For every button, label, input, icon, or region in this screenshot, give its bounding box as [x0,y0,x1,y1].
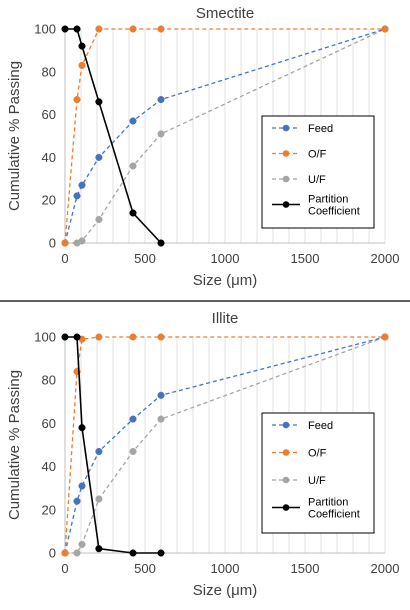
legend-label-uf: U/F [308,174,326,186]
data-point-of [381,25,389,33]
y-tick-label: 100 [34,330,56,345]
data-point-partition [95,98,103,106]
data-point-uf [129,162,137,170]
x-tick-label: 0 [61,251,68,266]
x-tick-label: 1500 [291,251,320,266]
data-point-of [157,25,165,33]
y-tick-label: 20 [42,193,56,208]
y-tick-label: 80 [42,64,56,79]
data-point-feed [129,415,137,423]
data-point-uf [73,549,81,557]
y-tick-label: 100 [34,22,56,37]
data-point-partition [129,549,137,557]
x-axis-label: Size (μm) [193,272,257,289]
y-tick-label: 60 [42,107,56,122]
data-point-of [381,333,389,341]
data-point-of [61,549,69,557]
y-tick-label: 20 [42,502,56,517]
data-point-uf [78,540,86,548]
legend-swatch-marker-of [282,150,290,157]
data-point-uf [95,495,103,503]
legend-label-line: Partition [308,194,348,206]
data-point-uf [78,237,86,245]
data-point-partition [73,25,81,33]
y-tick-label: 60 [42,416,56,431]
legend-swatch-marker-partition [282,201,290,208]
data-point-feed [95,447,103,456]
x-tick-label: 0 [61,561,68,576]
data-point-feed [95,153,103,161]
y-tick-label: 40 [42,150,56,165]
y-tick-label: 0 [49,546,56,561]
legend-label-feed: Feed [308,420,333,432]
data-point-feed [78,181,86,189]
data-point-partition [78,424,86,432]
x-tick-label: 1000 [211,251,240,266]
legend-swatch-marker-of [282,449,290,456]
data-point-of [129,333,137,341]
legend-swatch-marker-uf [282,175,290,183]
data-point-of [129,25,137,33]
data-point-of [95,333,103,341]
data-point-partition [61,25,69,33]
legend-label-line: Coefficient [308,206,360,218]
y-axis-label: Cumulative % Passing [6,370,23,520]
data-point-of [78,61,86,69]
data-point-uf [157,130,165,138]
legend-label-partition: Partition Coefficient [308,194,360,218]
data-point-of [95,25,103,33]
x-tick-label: 2000 [371,251,400,266]
data-point-feed [73,192,81,200]
y-tick-label: 40 [42,459,56,474]
legend-swatch-marker-partition [282,504,290,511]
data-point-feed [129,117,137,125]
y-axis-label: Cumulative % Passing [6,61,23,211]
y-tick-label: 0 [49,236,56,251]
data-point-feed [157,96,165,104]
data-point-partition [129,209,137,217]
x-tick-label: 1500 [291,561,320,576]
legend-swatch-marker-feed [282,421,290,429]
data-point-partition [157,549,165,557]
legend: Feed O/F U/F Partition Coefficient [261,412,375,534]
legend-label-feed: Feed [308,123,333,135]
legend: Feed O/F U/F Partition Coefficient [261,115,375,229]
chart-title: Illite [212,310,239,327]
data-point-uf [129,447,137,456]
legend-label-line: Partition [308,497,348,509]
legend-swatch-marker-feed [282,124,290,132]
x-tick-label: 500 [134,251,156,266]
legend-label-uf: U/F [308,475,326,487]
y-tick-label: 80 [42,373,56,388]
data-point-of [157,333,165,341]
legend-label-line: Coefficient [308,509,360,521]
data-point-uf [157,415,165,423]
legend-swatch-marker-uf [282,476,290,484]
legend-box [261,115,375,229]
data-point-feed [78,482,86,490]
legend-label-partition: Partition Coefficient [308,497,360,521]
data-point-partition [61,333,69,341]
data-point-of [61,239,69,247]
data-point-partition [73,333,81,341]
data-point-uf [95,215,103,224]
legend-label-of: O/F [308,448,327,460]
data-point-feed [73,497,81,505]
x-tick-label: 1000 [211,561,240,576]
data-point-partition [78,42,86,50]
legend-label-of: O/F [308,149,327,161]
data-point-partition [157,239,165,247]
data-point-feed [157,391,165,399]
x-axis-label: Size (μm) [193,582,257,599]
x-tick-label: 500 [134,561,156,576]
legend-box [261,412,375,534]
data-point-of [73,96,81,104]
data-point-partition [95,545,103,553]
chart-title: Smectite [196,5,254,22]
x-tick-label: 2000 [371,561,400,576]
